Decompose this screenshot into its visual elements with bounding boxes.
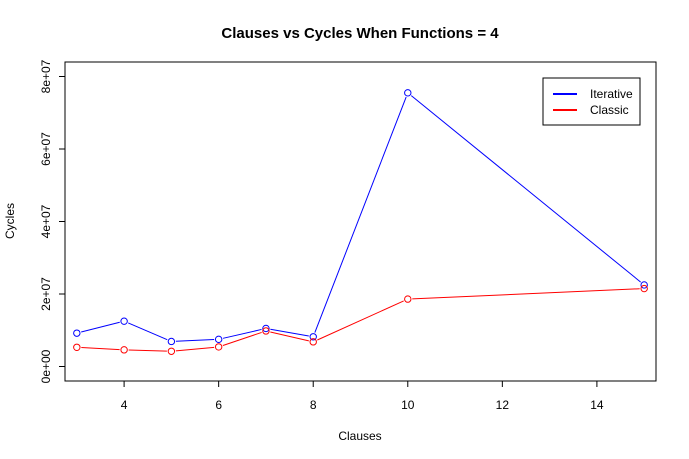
series-iterative-point [73, 329, 81, 337]
series-iterative-point [167, 337, 176, 346]
legend: Iterative Classic [542, 77, 641, 126]
series-iterative-segment [128, 322, 168, 341]
series-classic-segment [81, 347, 120, 351]
series-classic-segment [128, 349, 167, 352]
x-axis: 4 6 8 10 12 14 [121, 380, 604, 412]
legend-label-iterative: Iterative [590, 87, 633, 101]
chart-title: Clauses vs Cycles When Functions = 4 [221, 25, 499, 42]
series-classic-point [167, 347, 176, 355]
series-classic-segment [412, 288, 640, 300]
x-tick-label: 6 [215, 398, 222, 412]
series-iterative-segment [81, 321, 120, 333]
series-iterative-segment [222, 328, 262, 339]
legend-box [542, 77, 641, 126]
series-classic-point [640, 284, 648, 293]
x-tick-label: 12 [496, 398, 510, 412]
series-iterative-point [214, 335, 223, 344]
x-tick-label: 10 [401, 398, 415, 412]
series-iterative-point [262, 324, 270, 333]
y-axis-label: Cycles [3, 203, 17, 239]
series-classic-segment [317, 300, 404, 341]
x-axis-label: Clauses [338, 429, 381, 443]
series-iterative-point [640, 281, 648, 289]
y-tick-label: 0e+00 [39, 349, 53, 383]
series-classic-segment [222, 331, 262, 346]
y-tick-label: 4e+07 [39, 204, 53, 238]
series-iterative-point [404, 89, 412, 97]
series-iterative [73, 89, 648, 346]
series-iterative-segment [314, 96, 407, 333]
series-iterative-segment [410, 95, 642, 283]
y-tick-label: 2e+07 [39, 277, 53, 311]
legend-label-classic: Classic [590, 103, 629, 117]
series-iterative-point [120, 317, 128, 325]
series-layer [73, 89, 648, 355]
x-tick-label: 14 [590, 398, 604, 412]
y-tick-label: 6e+07 [39, 132, 53, 166]
series-classic-segment [270, 331, 309, 342]
x-tick-label: 4 [121, 398, 128, 412]
series-classic-point [262, 327, 270, 335]
series-classic-point [73, 343, 81, 351]
series-classic-point [309, 338, 317, 346]
series-iterative-segment [270, 328, 309, 337]
series-iterative-segment [175, 339, 215, 342]
y-axis: 0e+00 2e+07 4e+07 6e+07 8e+07 [39, 59, 66, 383]
series-classic [73, 284, 648, 355]
series-iterative-point [309, 333, 317, 341]
y-tick-label: 8e+07 [39, 59, 53, 93]
series-classic-point [214, 343, 223, 351]
series-classic-point [404, 295, 412, 303]
series-classic-segment [175, 346, 215, 352]
x-tick-label: 8 [310, 398, 317, 412]
series-classic-point [120, 346, 128, 354]
